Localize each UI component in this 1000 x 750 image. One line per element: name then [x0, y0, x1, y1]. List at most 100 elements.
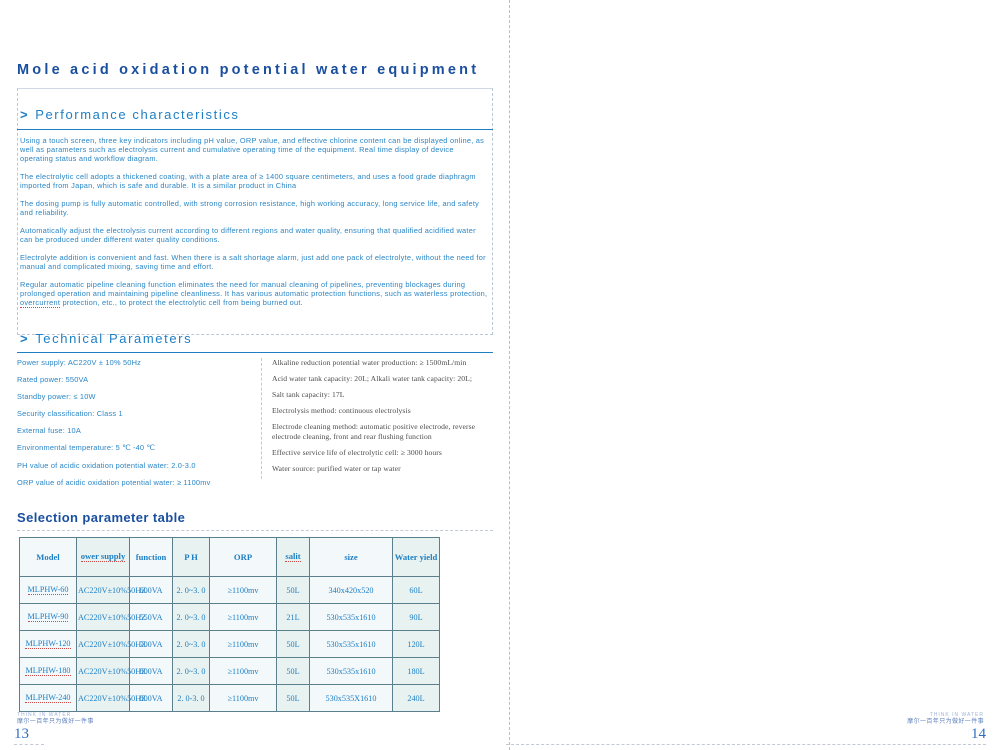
table-row: MLPHW-180 AC220V±10%50HZ 800VA 2. 0~3. 0… — [19, 657, 440, 685]
cell-model: MLPHW-90 — [19, 603, 77, 631]
page-gutter — [509, 0, 511, 750]
paragraph: Using a touch screen, three key indicato… — [20, 136, 485, 164]
cell-power: AC220V±10%50HZ — [76, 657, 146, 685]
table-divider — [17, 530, 493, 531]
paragraph: Electrolyte addition is convenient and f… — [20, 252, 486, 272]
paragraph-part-b: protection, etc., to protect the electro… — [60, 298, 303, 308]
cell-size: 530x535X1610 — [309, 684, 393, 712]
col-header-function: function — [129, 537, 173, 577]
technical-parameters: Power supply: AC220V ± 10% 50Hz Rated po… — [17, 358, 493, 508]
cell-model: MLPHW-60 — [19, 576, 77, 604]
table-row: MLPHW-60 AC220V±10%50HZ 600VA 2. 0~3. 0 … — [19, 576, 440, 604]
spec-item: Effective service life of electrolytic c… — [272, 447, 442, 457]
cell-ph: 2. 0~3. 0 — [172, 630, 210, 658]
cell-orp: ≥1100mv — [209, 576, 277, 604]
cell-model: MLPHW-180 — [19, 657, 77, 685]
cell-salt: 21L — [276, 603, 310, 631]
footer-tagline-en: THINK IN WATER — [17, 712, 72, 718]
spellcheck-underlined-word: overcurrent — [20, 298, 61, 309]
cell-yield: 180L — [392, 657, 440, 685]
cell-size: 530x535x1610 — [309, 630, 393, 658]
section-divider-1 — [17, 129, 493, 130]
paragraph: Automatically adjust the electrolysis cu… — [20, 225, 476, 245]
section-heading-performance: > Performance characteristics — [20, 107, 490, 122]
spec-item: Standby power: ≤ 10W — [17, 392, 96, 402]
section-divider-2 — [17, 352, 493, 353]
chevron-right-icon: > — [20, 331, 30, 346]
cell-size: 340x420x520 — [309, 576, 393, 604]
cell-function: 800VA — [129, 684, 173, 712]
page-number-left: 13 — [14, 726, 29, 742]
spec-item: Acid water tank capacity: 20L; Alkali wa… — [272, 373, 473, 383]
selection-parameter-table: Model ower supply function P H ORP salit… — [19, 537, 440, 712]
cell-yield: 60L — [392, 576, 440, 604]
spec-item: PH value of acidic oxidation potential w… — [17, 460, 196, 470]
cell-salt: 50L — [276, 630, 310, 658]
cell-power: AC220V±10%50HZ — [76, 603, 146, 631]
cell-yield: 240L — [392, 684, 440, 712]
cell-size: 530x535x1610 — [309, 603, 393, 631]
footer-tagline-cn: 摩尔一百年只为做好一件事 — [17, 719, 94, 725]
cell-model: MLPHW-120 — [19, 630, 77, 658]
right-page: Partial customers of Moore Medical Pure … — [506, 0, 1000, 750]
spec-item: Alkaline reduction potential water produ… — [272, 358, 467, 367]
spec-item: Environmental temperature: 5 ℃ -40 ℃ — [17, 443, 156, 453]
col-header-size: size — [309, 537, 393, 577]
spec-item: Water source: purified water or tap wate… — [272, 463, 401, 473]
footer-left: THINK IN WATER 摩尔一百年只为做好一件事 — [17, 712, 94, 726]
spec-item: ORP value of acidic oxidation potential … — [17, 477, 211, 487]
cell-yield: 90L — [392, 603, 440, 631]
cell-salt: 50L — [276, 684, 310, 712]
spec-item: Rated power: 550VA — [17, 375, 89, 385]
page-title: Mole acid oxidation potential water equi… — [17, 62, 480, 78]
spec-item: Security classification: Class 1 — [17, 409, 123, 419]
col-header-power: ower supply — [76, 537, 130, 577]
table-header-row: Model ower supply function P H ORP salit… — [19, 537, 440, 577]
cell-ph: 2. 0~3. 0 — [172, 603, 210, 631]
chevron-right-icon: > — [20, 107, 30, 122]
selection-table-title: Selection parameter table — [17, 510, 186, 525]
cell-size: 530x535x1610 — [309, 657, 393, 685]
cell-power: AC220V±10%50HZ — [76, 684, 146, 712]
cell-power: AC220V±10%50HZ — [76, 576, 146, 604]
footer-tagline-en: THINK IN WATER — [929, 712, 984, 718]
spec-column-right: Alkaline reduction potential water produ… — [261, 358, 494, 480]
cell-ph: 2. 0-3. 0 — [172, 684, 210, 712]
col-header-ph: P H — [172, 537, 210, 577]
performance-panel — [17, 88, 493, 335]
paragraph-with-spellcheck-mark: Regular automatic pipeline cleaning func… — [20, 279, 488, 309]
col-header-orp: ORP — [209, 537, 277, 577]
performance-body: Using a touch screen, three key indicato… — [20, 136, 488, 316]
col-header-salt: salit — [276, 537, 310, 577]
table-row: MLPHW-240 AC220V±10%50HZ 800VA 2. 0-3. 0… — [19, 684, 440, 712]
cell-orp: ≥1100mv — [209, 603, 277, 631]
cell-salt: 50L — [276, 657, 310, 685]
cell-salt: 50L — [276, 576, 310, 604]
cell-model: MLPHW-240 — [19, 684, 77, 712]
cell-orp: ≥1100mv — [209, 684, 277, 712]
paragraph: The electrolytic cell adopts a thickened… — [20, 172, 476, 191]
spec-column-left: Power supply: AC220V ± 10% 50Hz Rated po… — [17, 358, 249, 495]
cell-ph: 2. 0~3. 0 — [172, 576, 210, 604]
left-page: Mole acid oxidation potential water equi… — [14, 62, 493, 745]
col-header-model: Model — [19, 537, 77, 577]
footer-right: THINK IN WATER 摩尔一百年只为做好一件事 — [907, 712, 984, 726]
spec-item: Electrolysis method: continuous electrol… — [272, 405, 411, 415]
paragraph-part-a: Regular automatic pipeline cleaning func… — [20, 279, 488, 298]
footer-tagline-cn: 摩尔一百年只为做好一件事 — [907, 719, 984, 725]
cell-power: AC220V±10%50HZ — [76, 630, 146, 658]
spec-item: Salt tank capacity: 17L — [272, 389, 345, 399]
paragraph: The dosing pump is fully automatic contr… — [20, 199, 480, 218]
table-row: MLPHW-90 AC220V±10%50HZ 550VA 2. 0~3. 0 … — [19, 603, 440, 631]
spec-item: External fuse: 10A — [17, 426, 81, 436]
cell-ph: 2. 0~3. 0 — [172, 657, 210, 685]
section-heading-technical-label: Technical Parameters — [35, 331, 193, 346]
cell-function: 800VA — [129, 657, 173, 685]
spec-item: Electrode cleaning method: automatic pos… — [272, 421, 476, 441]
page-number-right: 14 — [971, 726, 986, 742]
cell-function: 700VA — [129, 630, 173, 658]
section-heading-technical: > Technical Parameters — [20, 331, 490, 346]
cell-orp: ≥1100mv — [209, 657, 277, 685]
section-heading-performance-label: Performance characteristics — [35, 107, 240, 122]
